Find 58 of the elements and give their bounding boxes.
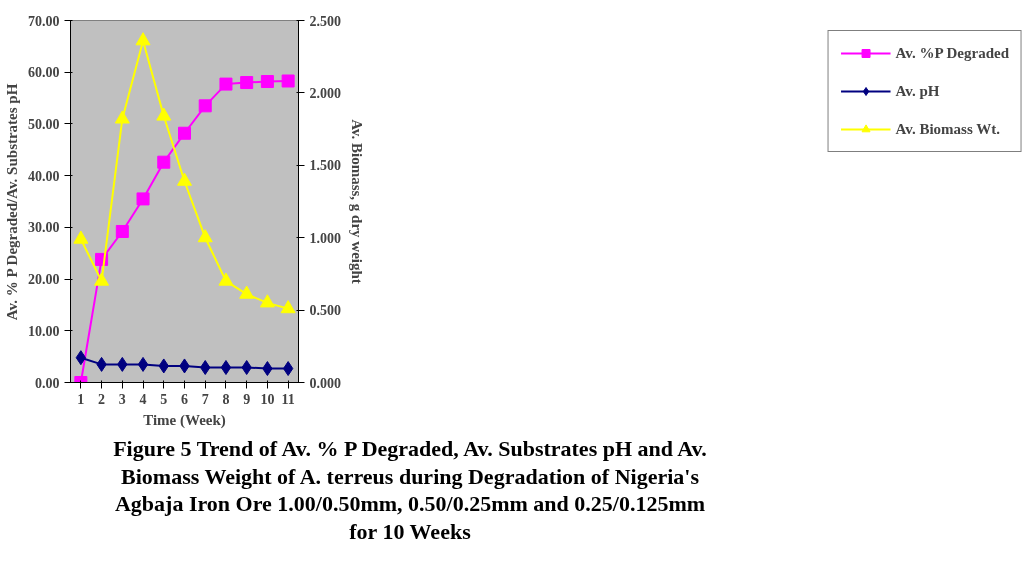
point [200,360,211,375]
y-tick-label: 30.00 [28,220,60,236]
point [157,155,171,169]
legend-label: Av. pH [895,82,940,100]
y-tick-label: 0.00 [35,375,60,391]
point [75,350,87,366]
y2-tick-label: 2.500 [309,13,341,29]
x-tick-label: 6 [181,391,188,407]
y2-tick-label: 0.500 [309,303,341,319]
point [282,361,294,377]
x-tick-label: 11 [281,391,295,407]
x-axis-title: Time (Week) [143,411,226,429]
y-tick-label: 10.00 [28,323,60,339]
y-tick-label: 50.00 [28,116,60,132]
point [220,360,232,375]
point [219,77,233,91]
point [177,172,192,186]
x-tick-label: 3 [118,391,126,407]
legend-label: Av. %P Degraded [895,44,1009,62]
point [73,230,89,244]
y2-axis-title: Av. Biomass, g dry weight [349,119,365,284]
point [178,126,191,140]
y2-tick-label: 1.000 [309,230,341,246]
x-tick-label: 1 [77,391,85,407]
point [259,294,275,308]
x-tick-label: 10 [260,391,275,407]
y-axis-title: Av. % P Degraded/Av. Substrates pH [4,83,20,321]
point [137,356,149,372]
x-tick-label: 5 [160,391,168,407]
point [136,192,150,206]
point [281,74,295,88]
legend-label: Av. Biomass Wt. [895,120,1000,138]
y-tick-label: 70.00 [28,13,60,29]
point [135,32,151,46]
x-tick-label: 4 [139,391,147,407]
point [115,224,129,238]
point [240,76,254,90]
point [156,107,172,121]
x-tick-label: 9 [243,391,251,407]
x-tick-label: 2 [98,391,106,407]
point [114,110,130,124]
x-tick-label: 8 [222,391,230,407]
point [94,272,110,286]
y2-tick-label: 1.500 [309,158,341,174]
y-tick-label: 40.00 [28,168,60,184]
y2-tick-label: 0.000 [309,375,341,391]
point [197,229,213,243]
point [280,300,296,314]
y-tick-label: 60.00 [28,65,60,81]
point [241,360,252,375]
point [260,75,274,89]
y-tick-label: 20.00 [28,272,60,288]
y2-tick-label: 2.000 [309,85,341,101]
point [198,99,212,113]
point [218,272,234,286]
x-tick-label: 7 [201,391,209,407]
caption: Figure 5 Trend of Av. % P Degraded, Av. Substrates pH and Av. Biomass Weight of A. terreus during Degradation of Nigeria's Agbaja Iron Ore 1.00/0.50mm, 0.50/0.25mm and 0.25/0.125mm for 10 Weeks [112,435,708,545]
point [239,285,255,299]
